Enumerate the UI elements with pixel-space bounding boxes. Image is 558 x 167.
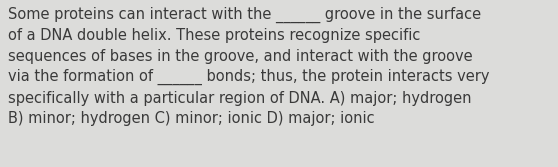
Text: Some proteins can interact with the ______ groove in the surface
of a DNA double: Some proteins can interact with the ____…: [8, 7, 490, 126]
